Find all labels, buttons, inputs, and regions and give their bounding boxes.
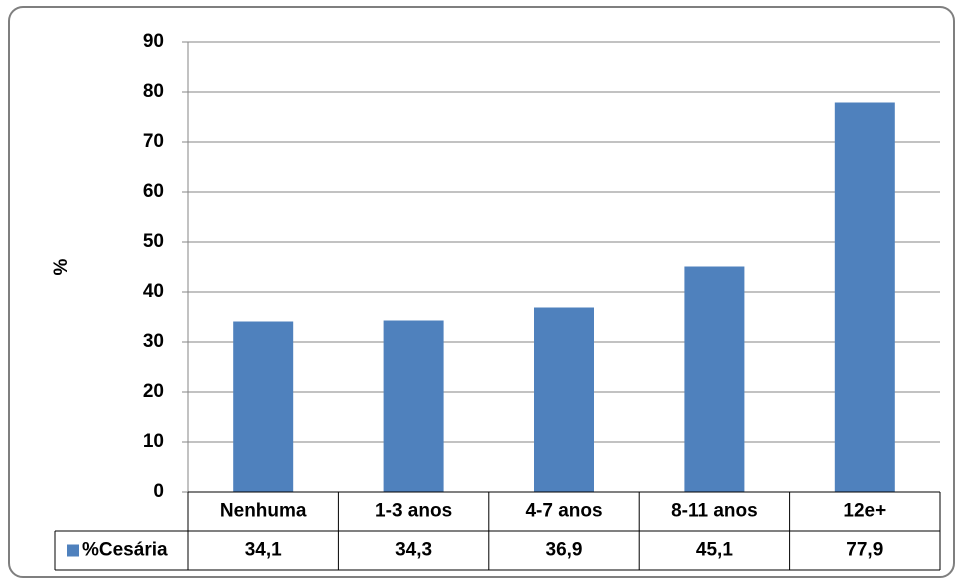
legend-label: %Cesária: [82, 540, 168, 561]
x-tick-label: 1-3 anos: [375, 501, 452, 522]
y-tick-label: 10: [143, 431, 164, 452]
y-tick-label: 80: [143, 81, 164, 102]
x-tick-label: 8-11 anos: [671, 501, 758, 522]
x-tick-label: Nenhuma: [220, 501, 307, 522]
x-tick-label: 12e+: [843, 501, 886, 522]
x-tick-label: 4-7 anos: [525, 501, 602, 522]
bar: [684, 266, 745, 492]
y-tick-label: 50: [143, 231, 164, 252]
bar: [383, 320, 444, 492]
y-tick-label: 40: [143, 281, 164, 302]
data-table-value: 36,9: [546, 540, 583, 561]
data-table-value: 34,1: [245, 540, 282, 561]
y-tick-label: 70: [143, 131, 164, 152]
y-tick-label: 60: [143, 181, 164, 202]
data-table-value: 77,9: [846, 540, 883, 561]
y-axis-label: %: [51, 258, 72, 275]
y-tick-label: 0: [153, 481, 164, 502]
bar: [534, 307, 594, 492]
y-tick-label: 20: [143, 381, 164, 402]
legend-key: [67, 544, 79, 557]
bar: [233, 321, 294, 492]
y-tick-label: 30: [143, 331, 164, 352]
bar: [834, 102, 895, 492]
y-tick-label: 90: [143, 31, 164, 52]
data-table-value: 34,3: [395, 540, 432, 561]
data-table-value: 45,1: [696, 540, 733, 561]
